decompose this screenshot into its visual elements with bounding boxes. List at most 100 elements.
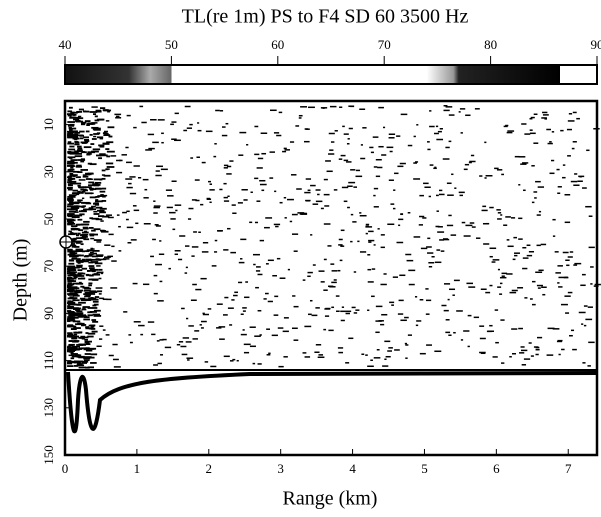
- speckle: [97, 195, 103, 197]
- speckle: [552, 328, 560, 330]
- speckle: [556, 168, 560, 171]
- speckle: [484, 141, 487, 144]
- speckle: [88, 297, 97, 300]
- speckle: [67, 184, 73, 187]
- speckle: [98, 338, 103, 340]
- speckle: [88, 282, 93, 285]
- speckle: [443, 105, 448, 107]
- speckle: [110, 287, 118, 289]
- speckle: [538, 269, 544, 272]
- speckle: [373, 187, 379, 190]
- x-tick-label: 7: [565, 461, 572, 476]
- speckle: [107, 126, 115, 129]
- speckle: [378, 320, 384, 322]
- speckle: [289, 141, 295, 143]
- speckle: [78, 347, 83, 350]
- speckle: [72, 299, 80, 302]
- speckle: [309, 299, 313, 302]
- speckle: [223, 355, 230, 358]
- speckle: [68, 262, 75, 265]
- speckle: [99, 297, 105, 300]
- speckle: [67, 310, 73, 313]
- speckle: [67, 169, 71, 171]
- speckle: [511, 217, 516, 219]
- speckle: [110, 155, 117, 157]
- speckle: [213, 155, 217, 158]
- speckle: [328, 132, 335, 135]
- speckle: [229, 360, 234, 362]
- speckle: [359, 251, 367, 253]
- speckle: [442, 158, 450, 160]
- speckle: [347, 138, 350, 140]
- speckle: [67, 136, 74, 139]
- speckle: [74, 214, 83, 217]
- speckle: [229, 160, 234, 162]
- speckle: [492, 259, 500, 261]
- speckle: [384, 358, 387, 361]
- speckle: [439, 239, 445, 241]
- speckle: [383, 273, 387, 275]
- speckle: [546, 354, 554, 356]
- speckle: [75, 120, 80, 122]
- speckle: [68, 202, 75, 204]
- speckle: [272, 274, 278, 277]
- speckle: [69, 319, 73, 322]
- speckle: [307, 275, 311, 278]
- speckle: [359, 214, 367, 217]
- speckle: [507, 130, 515, 132]
- speckle: [78, 301, 86, 304]
- speckle: [75, 205, 83, 208]
- speckle: [514, 254, 518, 257]
- speckle: [85, 172, 90, 175]
- speckle: [88, 324, 93, 327]
- speckle: [518, 217, 523, 220]
- speckle: [454, 187, 457, 189]
- speckle: [98, 268, 103, 271]
- speckle: [397, 313, 404, 315]
- speckle: [73, 361, 82, 364]
- speckle: [489, 284, 493, 287]
- speckle: [536, 244, 541, 247]
- speckle: [67, 130, 75, 133]
- speckle: [89, 196, 97, 199]
- speckle: [82, 186, 86, 189]
- speckle: [304, 325, 312, 328]
- speckle: [77, 250, 83, 253]
- speckle: [133, 209, 140, 212]
- speckle: [171, 180, 177, 182]
- speckle: [389, 301, 395, 304]
- speckle: [518, 184, 521, 186]
- speckle: [67, 320, 71, 323]
- speckle: [512, 258, 516, 261]
- speckle: [70, 206, 79, 209]
- speckle: [191, 246, 199, 248]
- speckle: [463, 330, 470, 332]
- speckle: [223, 200, 230, 202]
- speckle: [443, 309, 449, 312]
- speckle: [446, 224, 454, 227]
- speckle: [67, 303, 73, 306]
- speckle: [68, 284, 72, 287]
- speckle: [161, 141, 164, 144]
- speckle: [75, 240, 83, 243]
- speckle: [392, 276, 399, 278]
- speckle: [88, 181, 95, 184]
- speckle: [143, 223, 151, 225]
- speckle: [549, 141, 552, 143]
- speckle: [485, 291, 491, 294]
- speckle: [161, 132, 164, 135]
- speckle: [300, 106, 308, 108]
- speckle: [434, 261, 442, 264]
- speckle: [396, 135, 401, 137]
- speckle: [174, 250, 181, 252]
- speckle: [448, 214, 452, 217]
- speckle: [89, 258, 96, 261]
- speckle: [79, 130, 85, 133]
- speckle: [183, 129, 188, 132]
- speckle: [442, 238, 449, 240]
- speckle: [81, 235, 88, 238]
- speckle: [86, 249, 93, 252]
- speckle: [101, 187, 107, 190]
- speckle: [289, 220, 293, 223]
- speckle: [81, 190, 86, 193]
